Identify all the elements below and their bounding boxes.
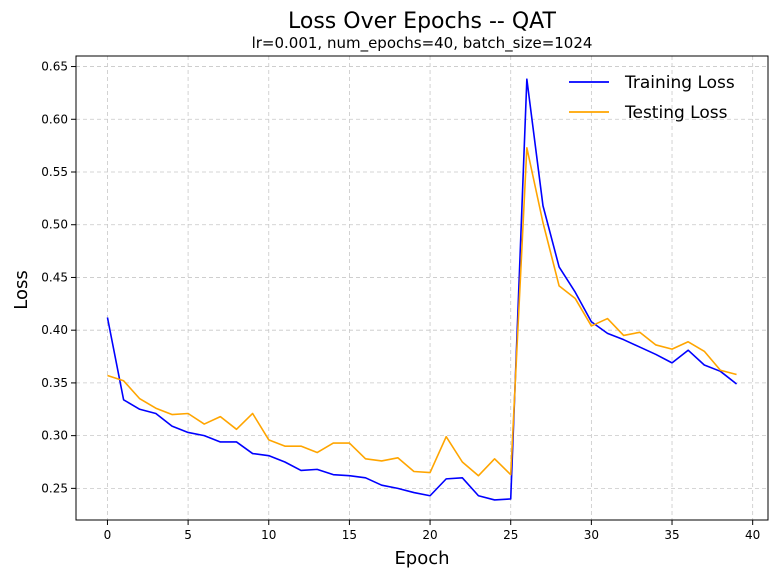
series-line-training-loss (106, 78, 738, 501)
x-tick-label: 40 (745, 528, 760, 542)
x-tick-label: 35 (664, 528, 679, 542)
y-tick-label: 0.35 (41, 376, 68, 390)
x-tick-label: 5 (184, 528, 192, 542)
y-tick-label: 0.25 (41, 481, 68, 495)
x-tick-label: 0 (104, 528, 112, 542)
series-lines (106, 78, 738, 501)
y-axis-label: Loss (11, 270, 32, 309)
x-tick-label: 15 (342, 528, 357, 542)
plot-frame (75, 55, 769, 521)
x-tick-label: 20 (422, 528, 437, 542)
grid-lines (76, 56, 768, 520)
y-tick-label: 0.55 (41, 165, 68, 179)
y-tick-label: 0.50 (41, 218, 68, 232)
x-axis-ticks: 0 5 10 15 20 25 30 35 40 (104, 520, 760, 542)
x-tick-label: 10 (261, 528, 276, 542)
chart-subtitle: lr=0.001, num_epochs=40, batch_size=1024 (252, 34, 593, 53)
legend-label-testing-loss: Testing Loss (624, 103, 728, 123)
y-tick-label: 0.40 (41, 323, 68, 337)
legend: Training Loss Testing Loss (569, 73, 735, 123)
y-tick-label: 0.45 (41, 270, 68, 284)
y-tick-label: 0.65 (41, 60, 68, 74)
y-tick-label: 0.60 (41, 112, 68, 126)
legend-label-training-loss: Training Loss (624, 73, 735, 93)
y-axis-ticks: 0.25 0.30 0.35 0.40 0.45 0.50 0.55 0.60 0.65 (41, 60, 76, 495)
y-tick-label: 0.30 (41, 429, 68, 443)
series-line-testing-loss (107, 146, 737, 477)
chart-title: Loss Over Epochs -- QAT (288, 9, 557, 34)
x-tick-label: 30 (584, 528, 599, 542)
x-axis-label: Epoch (394, 548, 449, 569)
x-tick-label: 25 (503, 528, 518, 542)
